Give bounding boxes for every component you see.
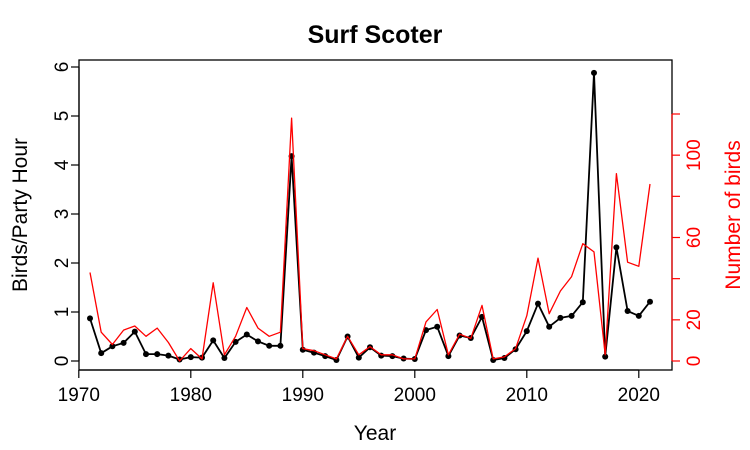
y-tick-label: 3 [52,209,73,220]
plot-frame [78,59,673,371]
y-tick-label: 0 [52,356,73,367]
y2-tick-label: 20 [684,309,705,330]
data-point [266,342,273,349]
data-point [187,354,194,361]
x-tick-label: 1990 [282,385,324,406]
data-point [591,69,597,76]
series-line-number-of-birds [89,117,651,362]
data-point [154,351,161,358]
data-point [579,299,586,306]
data-point [120,339,127,346]
series-layer [87,69,653,364]
data-point [647,298,653,305]
data-point [243,331,250,338]
y-axis-right-label: Number of birds [722,140,745,289]
data-point [131,328,138,335]
data-point [635,312,642,319]
y-tick-label: 5 [52,111,73,122]
data-point [277,342,284,349]
y-tick-label: 4 [52,159,73,170]
chart-title: Surf Scoter [308,21,443,49]
data-point [87,315,93,322]
data-point [568,312,575,319]
y-axis-right: 0 20 60 100 [671,113,705,367]
data-point [210,337,217,344]
data-point [523,328,530,335]
y2-tick-label: 100 [684,139,705,171]
x-tick-label: 2000 [394,385,436,406]
x-tick-label: 1980 [170,385,212,406]
data-point [355,354,362,361]
data-point [624,308,631,315]
y-tick-label: 6 [52,62,73,73]
data-point [546,323,553,330]
data-point [98,350,105,357]
data-point [557,314,564,321]
x-tick-label: 2020 [618,385,660,406]
data-point [613,244,620,251]
y-axis-left: 0 1 2 3 4 5 6 [52,62,80,367]
data-point [434,323,441,330]
y2-tick-label: 0 [684,356,705,367]
data-point [445,353,452,360]
series-line-birds-per-party-hour [89,72,651,361]
data-point [221,355,228,362]
y-axis-left-label: Birds/Party Hour [9,138,32,292]
data-point [535,300,541,307]
y-tick-label: 2 [52,258,73,269]
y2-tick-label: 60 [684,227,705,248]
data-point [232,338,239,345]
data-point [109,343,116,350]
x-axis-label: Year [354,422,396,445]
x-tick-label: 1970 [58,385,100,406]
data-point [165,352,172,359]
y-tick-label: 1 [52,307,73,318]
data-point [602,353,609,360]
data-point [143,351,149,358]
data-point [255,338,261,345]
x-tick-label: 2010 [506,385,548,406]
x-axis: 1970 1980 1990 2000 2010 2020 [58,369,660,406]
